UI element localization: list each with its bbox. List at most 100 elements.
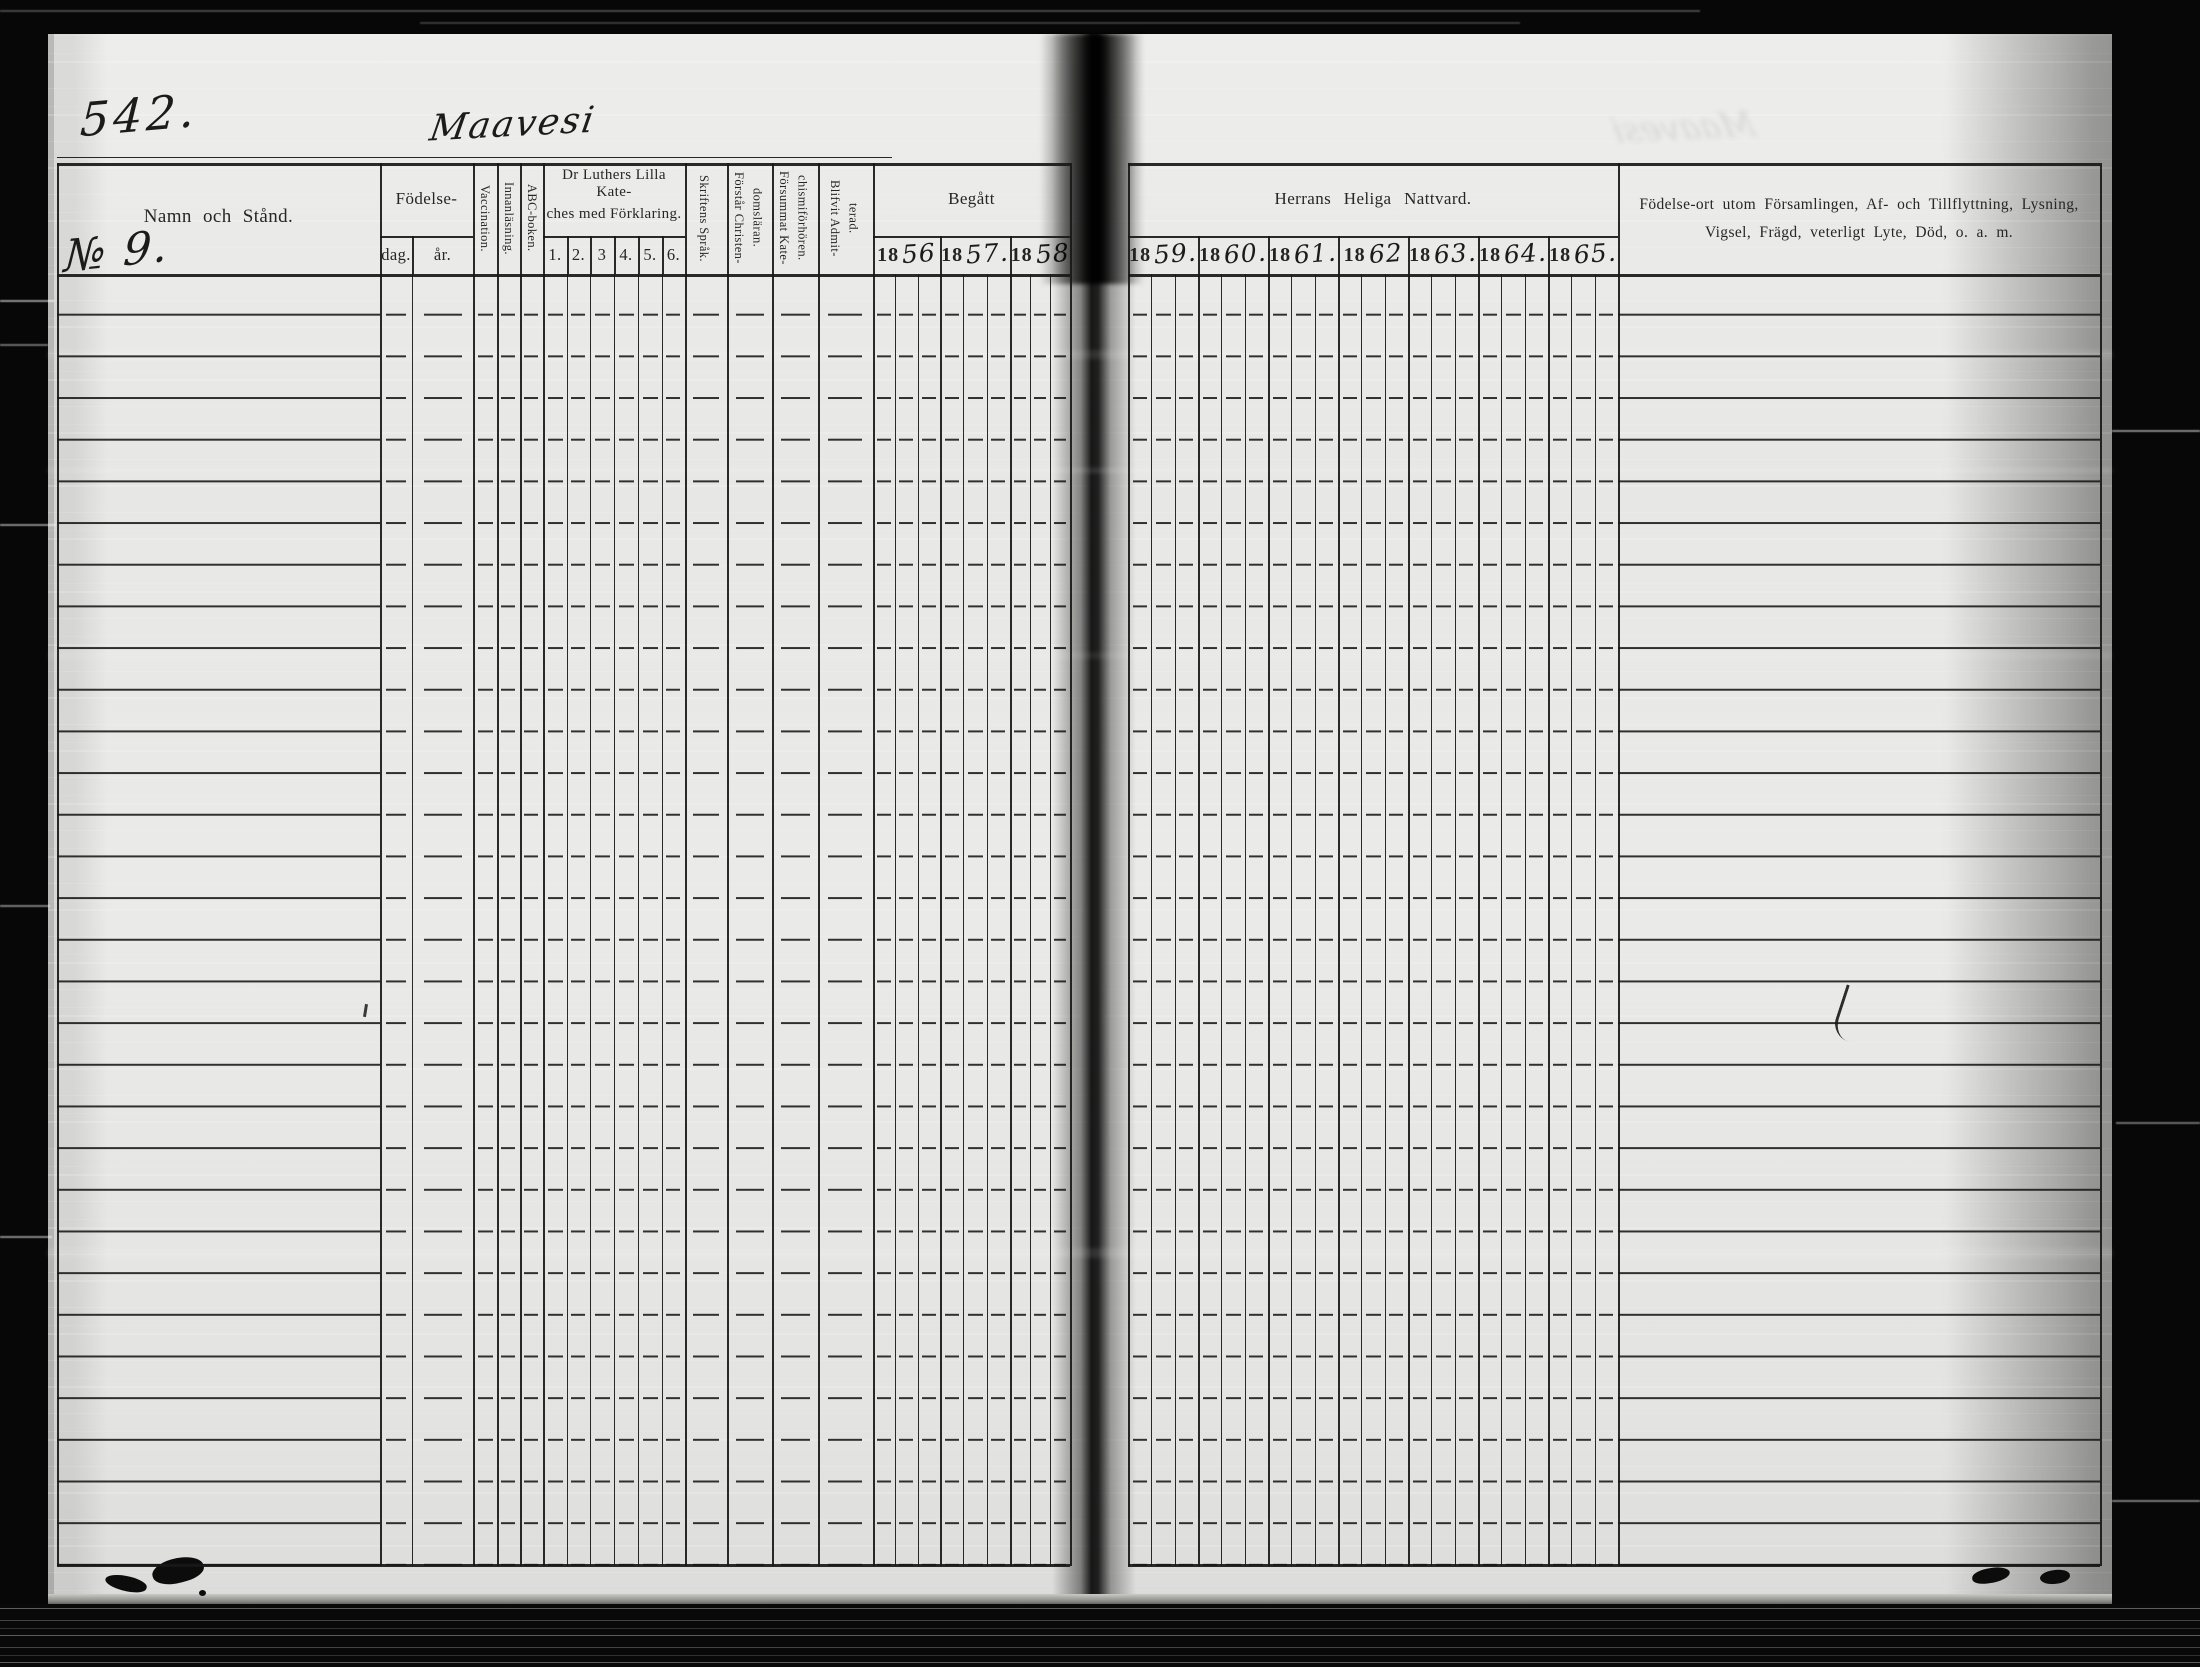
- grid-row-lines: [1268, 274, 1292, 1566]
- column-header-notes: Födelse-ort utom Församlingen, Af- och T…: [1639, 195, 2079, 241]
- header-vertical-line: [1478, 236, 1480, 274]
- grid-row-lines: [1030, 274, 1050, 1566]
- grid-row-lines: [727, 274, 772, 1566]
- grid-row-lines: [614, 274, 638, 1566]
- catechism-grade-3: 3: [597, 245, 607, 264]
- light-band: [48, 350, 2112, 359]
- film-scratch: [2112, 1500, 2200, 1502]
- catechism-grade-6: 6.: [666, 245, 681, 264]
- film-scratch: [0, 10, 1700, 12]
- year-prefix: 18: [1479, 243, 1502, 266]
- year-prefix: 18: [941, 243, 964, 266]
- film-scratch: [2116, 1122, 2200, 1124]
- grid-row-lines: [1571, 274, 1595, 1566]
- grid-row-lines: [1548, 274, 1572, 1566]
- year-suffix-handwritten: 60.: [1223, 237, 1268, 269]
- catechism-grade-1: 1.: [548, 245, 562, 264]
- film-scratch: [2112, 430, 2200, 432]
- column-header-reading: Innanläsning.: [502, 181, 517, 255]
- grid-vertical-line: [1268, 274, 1270, 1566]
- year-suffix-handwritten: 64.: [1503, 237, 1548, 269]
- page-edge-strip: [48, 1594, 2112, 1606]
- year-suffix-handwritten: 57.: [965, 237, 1010, 269]
- grid-vertical-line: [380, 274, 382, 1566]
- column-header-catechism-line2: ches med Förklaring.: [546, 205, 682, 222]
- grid-vertical-line: [1291, 274, 1293, 1566]
- grid-vertical-line: [940, 274, 942, 1566]
- grid-vertical-line: [1548, 274, 1550, 1566]
- grid-vertical-line: [685, 274, 687, 1566]
- year-column-1858: 18 58: [1010, 236, 1071, 274]
- column-header-communion-begatt: Begått: [948, 189, 995, 208]
- column-header-vaccination: Vaccination.: [478, 184, 493, 252]
- grid-vertical-line: [818, 274, 820, 1566]
- grid-row-lines: [473, 274, 497, 1566]
- grid-vertical-line: [662, 274, 663, 1566]
- year-prefix: 18: [877, 243, 900, 266]
- grid-vertical-line: [1198, 274, 1200, 1566]
- year-prefix: 18: [1199, 243, 1222, 266]
- year-column-1863: 18 63.: [1408, 236, 1478, 274]
- grid-row-lines: [543, 274, 567, 1566]
- header-vertical-line: [1070, 163, 1072, 274]
- header-vertical-line: [590, 236, 592, 274]
- ink-bleed-smudge: Maavesi: [1606, 104, 1761, 152]
- grid-vertical-line: [1338, 274, 1340, 1566]
- grid-row-lines: [1338, 274, 1362, 1566]
- grid-row-lines: [818, 274, 873, 1566]
- grid-row-lines: [590, 274, 614, 1566]
- grid-row-lines: [1128, 274, 1152, 1566]
- grid-row-lines: [520, 274, 543, 1566]
- grid-vertical-line: [1151, 274, 1153, 1566]
- grid-row-lines: [1478, 274, 1502, 1566]
- grid-row-lines: [986, 274, 1010, 1566]
- grid-vertical-line: [520, 274, 522, 1566]
- column-header-holy-communion: Herrans Heliga Nattvard.: [1274, 189, 1472, 208]
- grid-row-lines: [1050, 274, 1070, 1566]
- column-header-abc-book: ABC-boken.: [525, 184, 540, 252]
- light-band: [48, 468, 2112, 473]
- grid-row-lines: [1501, 274, 1525, 1566]
- grid-vertical-line: [1244, 274, 1246, 1566]
- header-vertical-line: [412, 236, 414, 274]
- light-band: [48, 652, 2112, 659]
- year-suffix-handwritten: 65.: [1573, 237, 1618, 269]
- header-vertical-line: [497, 163, 499, 274]
- year-suffix-handwritten: 56: [900, 237, 937, 269]
- film-scratch: [0, 1236, 52, 1238]
- header-vertical-line: [1408, 236, 1410, 274]
- grid-vertical-line: [473, 274, 475, 1566]
- table-rule-line: [1128, 1564, 2100, 1567]
- column-header-admitted: Blifvit Admit- terad.: [828, 179, 861, 257]
- header-vertical-line: [873, 163, 875, 274]
- page-number-handwritten: 542.: [78, 82, 200, 148]
- grid-vertical-line: [917, 274, 919, 1566]
- grid-vertical-line: [1314, 274, 1316, 1566]
- grid-vertical-line: [772, 274, 774, 1566]
- grid-vertical-line: [543, 274, 545, 1566]
- grid-vertical-line: [986, 274, 988, 1566]
- grid-vertical-line: [895, 274, 897, 1566]
- film-scratch: [420, 22, 1520, 24]
- header-vertical-line: [1128, 163, 1130, 274]
- grid-row-lines: [1174, 274, 1198, 1566]
- year-prefix: 18: [1010, 243, 1033, 266]
- header-vertical-line: [638, 236, 640, 274]
- table-rule-line: [57, 1564, 1070, 1567]
- header-vertical-line: [614, 236, 616, 274]
- grid-row-lines: [567, 274, 590, 1566]
- grid-vertical-line: [1030, 274, 1031, 1566]
- table-rule-line: [1128, 163, 2100, 166]
- grid-row-lines: [917, 274, 940, 1566]
- table-rule-line: [1128, 236, 1618, 238]
- year-suffix-handwritten: 59.: [1153, 237, 1198, 269]
- grid-vertical-line: [1408, 274, 1410, 1566]
- header-vertical-line: [380, 163, 382, 274]
- grid-row-lines: [1291, 274, 1315, 1566]
- year-prefix: 18: [1129, 243, 1152, 266]
- grid-row-lines: [1361, 274, 1385, 1566]
- grid-vertical-line: [1070, 274, 1072, 1566]
- header-vertical-line: [520, 163, 522, 274]
- grid-vertical-line: [2100, 274, 2102, 1566]
